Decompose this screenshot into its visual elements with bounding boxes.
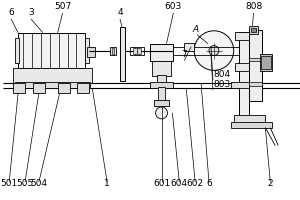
Bar (130, 47, 144, 55)
Text: 2: 2 (268, 179, 273, 188)
Bar (77, 83, 89, 93)
Bar (249, 58, 262, 61)
Circle shape (194, 31, 234, 70)
Bar (150, 44, 173, 61)
Bar (18, 33, 86, 68)
Text: 507: 507 (54, 2, 71, 11)
Text: 3: 3 (28, 8, 34, 17)
Bar (249, 30, 262, 101)
Text: 803: 803 (213, 80, 230, 89)
Bar (33, 83, 45, 93)
Text: 501: 501 (1, 179, 18, 188)
Text: 602: 602 (187, 179, 204, 188)
Bar (231, 122, 272, 128)
Bar (112, 48, 114, 54)
Bar (137, 48, 141, 54)
Bar (231, 82, 256, 88)
Bar (110, 47, 116, 55)
Bar (239, 32, 249, 121)
Bar (152, 61, 171, 76)
Circle shape (156, 107, 167, 119)
Text: 603: 603 (165, 2, 182, 11)
Bar (154, 100, 169, 106)
Text: 804: 804 (213, 70, 230, 79)
Bar (13, 83, 25, 93)
Text: 504: 504 (30, 179, 47, 188)
Bar (87, 47, 95, 57)
Bar (157, 75, 166, 83)
Bar (249, 26, 259, 34)
Bar (260, 54, 272, 71)
Bar (133, 48, 137, 54)
Bar (120, 27, 125, 81)
Bar (150, 82, 173, 88)
Bar (235, 63, 253, 71)
Text: A: A (192, 25, 198, 34)
Text: 6: 6 (206, 179, 212, 188)
Bar (261, 56, 271, 69)
Text: 808: 808 (245, 2, 262, 11)
Text: 1: 1 (104, 179, 110, 188)
Circle shape (209, 46, 219, 56)
Bar (15, 38, 19, 63)
Bar (234, 115, 266, 123)
Text: 6: 6 (8, 8, 14, 17)
Text: 601: 601 (153, 179, 170, 188)
Bar (250, 28, 256, 32)
Text: 505: 505 (16, 179, 34, 188)
Bar (85, 38, 89, 63)
Text: 604: 604 (171, 179, 188, 188)
Bar (249, 82, 262, 86)
Bar (184, 43, 194, 51)
Bar (158, 87, 166, 101)
Bar (13, 68, 92, 83)
Text: 4: 4 (117, 8, 123, 17)
Bar (235, 32, 253, 40)
Text: 7: 7 (182, 50, 187, 59)
Bar (58, 83, 70, 93)
Bar (15, 82, 90, 88)
